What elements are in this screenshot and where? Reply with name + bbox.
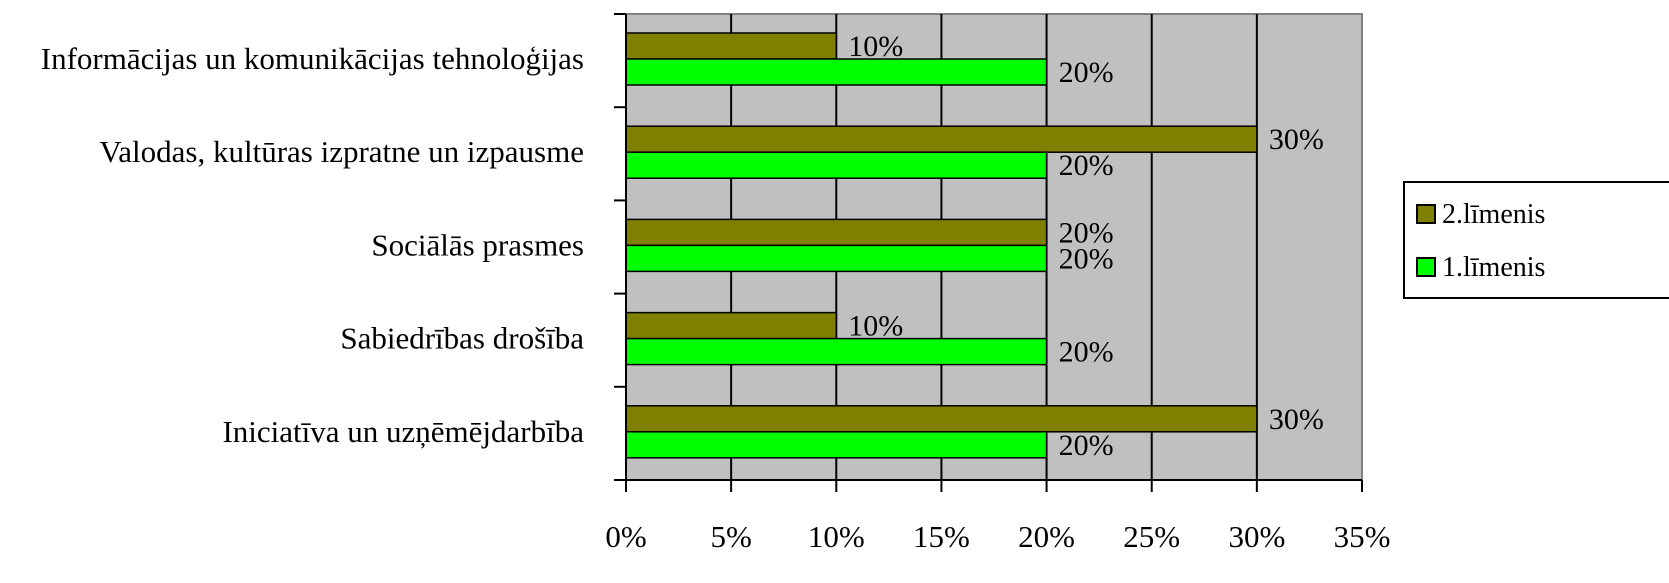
data-label: 30%: [1269, 403, 1324, 436]
category-label: Valodas, kultūras izpratne un izpausme: [99, 134, 584, 169]
bar: [625, 405, 1258, 433]
x-tick-label: 10%: [808, 519, 865, 554]
x-axis: 0% 5% 10% 15% 20% 25% 30% 35%: [605, 479, 1391, 554]
x-tick-label: 35%: [1334, 519, 1391, 554]
legend-box: [1403, 181, 1669, 299]
legend-swatch: [1416, 257, 1436, 277]
x-tick-label: 20%: [1018, 519, 1075, 554]
category-label: Sociālās prasmes: [371, 227, 584, 262]
legend: 2.līmenis 1.līmenis: [1403, 181, 1669, 299]
gridlines: [730, 14, 1258, 480]
x-tick-label: 30%: [1228, 519, 1285, 554]
x-tick-label: 25%: [1123, 519, 1180, 554]
data-label: 30%: [1269, 123, 1324, 156]
bar: [625, 32, 838, 60]
data-label: 20%: [1059, 242, 1114, 275]
category-label: Informācijas un komunikācijas tehnoloģij…: [41, 41, 584, 76]
data-label: 20%: [1059, 429, 1114, 462]
legend-swatch: [1416, 204, 1436, 224]
bar: [625, 218, 1048, 247]
category-labels: Informācijas un komunikācijas tehnoloģij…: [41, 13, 627, 481]
bar: [625, 58, 1048, 86]
data-label: 20%: [1059, 56, 1114, 89]
bar: [625, 125, 1258, 153]
bar: [625, 311, 838, 340]
bar-series: 10%20%30%20%20%20%10%20%30%20%: [625, 30, 1324, 462]
data-label: 10%: [848, 30, 903, 63]
data-label: 10%: [848, 310, 903, 343]
legend-label: 1.līmenis: [1442, 252, 1545, 283]
legend-label: 2.līmenis: [1442, 199, 1545, 230]
bar: [625, 337, 1048, 366]
x-tick-label: 0%: [605, 519, 646, 554]
bar: [625, 151, 1048, 179]
data-label: 20%: [1059, 336, 1114, 369]
x-tick-label: 15%: [913, 519, 970, 554]
bar: [625, 431, 1048, 459]
category-label: Iniciatīva un uzņēmējdarbība: [222, 414, 584, 449]
x-tick-label: 5%: [710, 519, 751, 554]
category-label: Sabiedrības drošība: [340, 321, 584, 356]
data-label: 20%: [1059, 149, 1114, 182]
data-label: 20%: [1059, 216, 1114, 249]
bar: [625, 244, 1048, 273]
